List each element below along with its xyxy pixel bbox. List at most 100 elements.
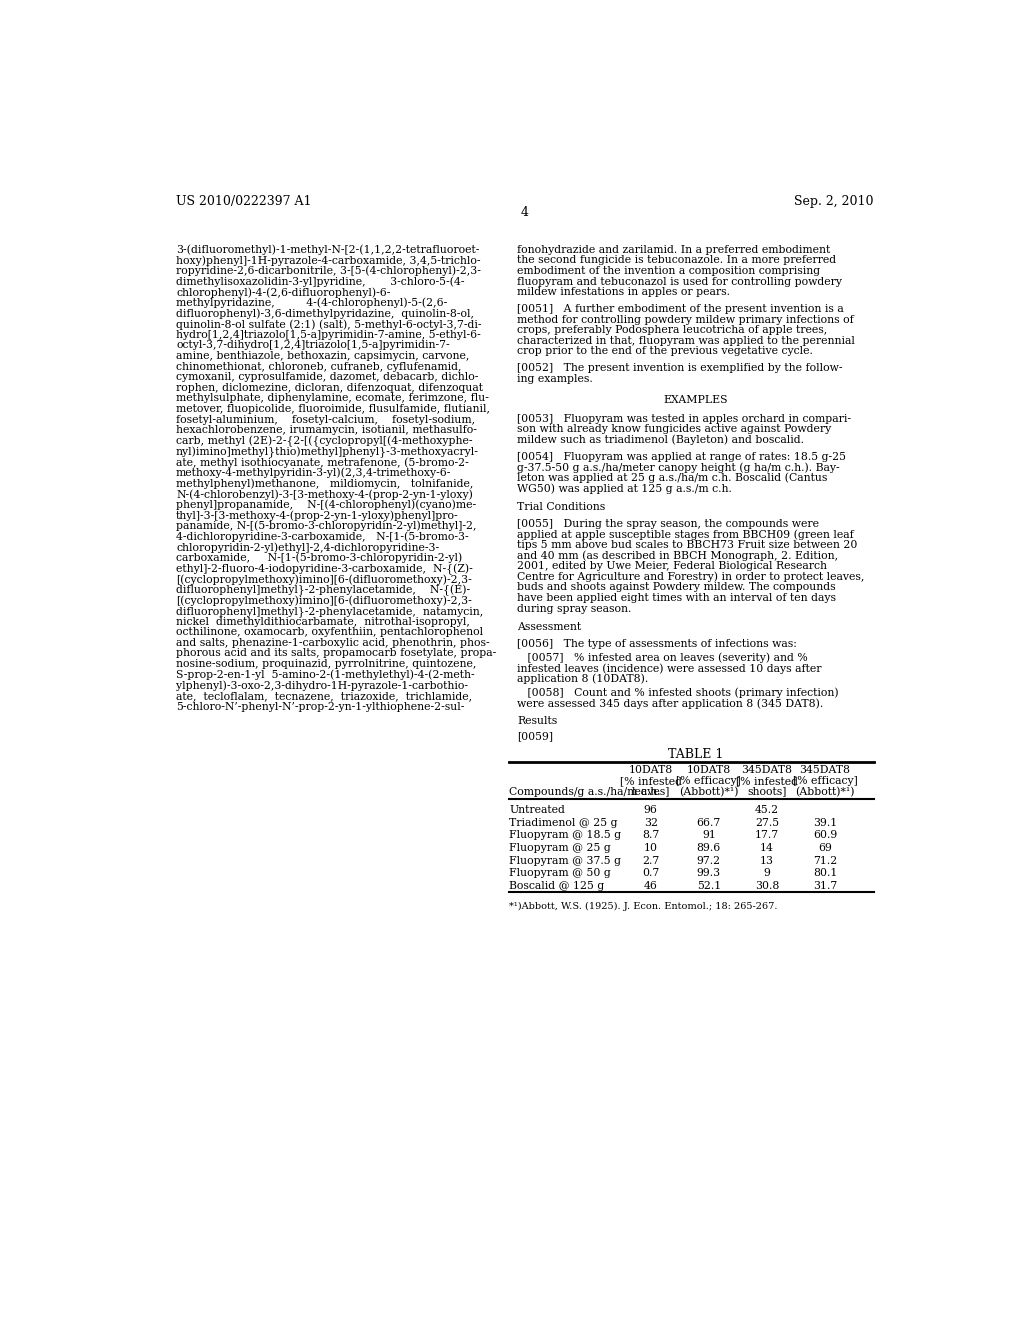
Text: nosine-sodium, proquinazid, pyrrolnitrine, quintozene,: nosine-sodium, proquinazid, pyrrolnitrin…: [176, 659, 476, 669]
Text: [0052]   The present invention is exemplified by the follow-: [0052] The present invention is exemplif…: [517, 363, 843, 374]
Text: carb, methyl (2E)-2-{2-[({cyclopropyl[(4-methoxyphe-: carb, methyl (2E)-2-{2-[({cyclopropyl[(4…: [176, 436, 472, 447]
Text: embodiment of the invention a composition comprising: embodiment of the invention a compositio…: [517, 265, 820, 276]
Text: 10DAT8: 10DAT8: [629, 766, 673, 775]
Text: methylsulphate, diphenylamine, ecomate, ferimzone, flu-: methylsulphate, diphenylamine, ecomate, …: [176, 393, 488, 404]
Text: difluorophenyl]methyl}-2-phenylacetamide,    N-{(E)-: difluorophenyl]methyl}-2-phenylacetamide…: [176, 585, 470, 597]
Text: quinolin-8-ol sulfate (2:1) (salt), 5-methyl-6-octyl-3,7-di-: quinolin-8-ol sulfate (2:1) (salt), 5-me…: [176, 319, 481, 330]
Text: and 40 mm (as described in BBCH Monograph, 2. Edition,: and 40 mm (as described in BBCH Monograp…: [517, 550, 839, 561]
Text: mildew infestations in apples or pears.: mildew infestations in apples or pears.: [517, 288, 730, 297]
Text: [0053]   Fluopyram was tested in apples orchard in compari-: [0053] Fluopyram was tested in apples or…: [517, 413, 851, 424]
Text: method for controlling powdery mildew primary infections of: method for controlling powdery mildew pr…: [517, 314, 854, 325]
Text: 97.2: 97.2: [696, 855, 721, 866]
Text: octhilinone, oxamocarb, oxyfenthiin, pentachlorophenol: octhilinone, oxamocarb, oxyfenthiin, pen…: [176, 627, 483, 638]
Text: nyl)imino]methyl}thio)methyl]phenyl}-3-methoxyacryl-: nyl)imino]methyl}thio)methyl]phenyl}-3-m…: [176, 446, 479, 458]
Text: 10DAT8: 10DAT8: [687, 766, 731, 775]
Text: 31.7: 31.7: [813, 882, 838, 891]
Text: g-37.5-50 g a.s./ha/meter canopy height (g ha/m c.h.). Bay-: g-37.5-50 g a.s./ha/meter canopy height …: [517, 462, 840, 473]
Text: [0054]   Fluopyram was applied at range of rates: 18.5 g-25: [0054] Fluopyram was applied at range of…: [517, 451, 846, 462]
Text: fonohydrazide and zarilamid. In a preferred embodiment: fonohydrazide and zarilamid. In a prefer…: [517, 244, 830, 255]
Text: phenyl]propanamide,    N-[(4-chlorophenyl)(cyano)me-: phenyl]propanamide, N-[(4-chlorophenyl)(…: [176, 500, 476, 511]
Text: 9: 9: [764, 869, 770, 878]
Text: octyl-3,7-dihydro[1,2,4]triazolo[1,5-a]pyrimidin-7-: octyl-3,7-dihydro[1,2,4]triazolo[1,5-a]p…: [176, 341, 450, 350]
Text: [% efficacy]: [% efficacy]: [677, 776, 741, 785]
Text: [% efficacy]: [% efficacy]: [793, 776, 857, 785]
Text: [0056]   The type of assessments of infections was:: [0056] The type of assessments of infect…: [517, 639, 797, 648]
Text: crops, preferably Podosphera leucotricha of apple trees,: crops, preferably Podosphera leucotricha…: [517, 325, 827, 335]
Text: hydro[1,2,4]triazolo[1,5-a]pyrimidin-7-amine, 5-ethyl-6-: hydro[1,2,4]triazolo[1,5-a]pyrimidin-7-a…: [176, 330, 481, 339]
Text: [(cyclopropylmethoxy)imino][6-(difluoromethoxy)-2,3-: [(cyclopropylmethoxy)imino][6-(difluorom…: [176, 595, 472, 606]
Text: difluorophenyl]methyl}-2-phenylacetamide,  natamycin,: difluorophenyl]methyl}-2-phenylacetamide…: [176, 606, 483, 616]
Text: EXAMPLES: EXAMPLES: [664, 395, 727, 405]
Text: son with already know fungicides active against Powdery: son with already know fungicides active …: [517, 424, 831, 434]
Text: rophen, diclomezine, dicloran, difenzoquat, difenzoquat: rophen, diclomezine, dicloran, difenzoqu…: [176, 383, 483, 393]
Text: ethyl]-2-fluoro-4-iodopyridine-3-carboxamide,  N-{(Z)-: ethyl]-2-fluoro-4-iodopyridine-3-carboxa…: [176, 564, 473, 574]
Text: methylpyridazine,         4-(4-chlorophenyl)-5-(2,6-: methylpyridazine, 4-(4-chlorophenyl)-5-(…: [176, 298, 447, 309]
Text: 13: 13: [760, 855, 774, 866]
Text: (Abbott)*¹): (Abbott)*¹): [679, 787, 738, 797]
Text: buds and shoots against Powdery mildew. The compounds: buds and shoots against Powdery mildew. …: [517, 582, 836, 593]
Text: 99.3: 99.3: [696, 869, 721, 878]
Text: [% infested: [% infested: [736, 776, 798, 785]
Text: ing examples.: ing examples.: [517, 374, 593, 384]
Text: Trial Conditions: Trial Conditions: [517, 502, 605, 512]
Text: shoots]: shoots]: [748, 787, 786, 796]
Text: Fluopyram @ 37.5 g: Fluopyram @ 37.5 g: [509, 855, 622, 866]
Text: ropyridine-2,6-dicarbonitrile, 3-[5-(4-chlorophenyl)-2,3-: ropyridine-2,6-dicarbonitrile, 3-[5-(4-c…: [176, 265, 481, 276]
Text: phorous acid and its salts, propamocarb fosetylate, propa-: phorous acid and its salts, propamocarb …: [176, 648, 497, 659]
Text: Fluopyram @ 50 g: Fluopyram @ 50 g: [509, 869, 611, 878]
Text: applied at apple susceptible stages from BBCH09 (green leaf: applied at apple susceptible stages from…: [517, 529, 854, 540]
Text: 39.1: 39.1: [813, 817, 838, 828]
Text: [0055]   During the spray season, the compounds were: [0055] During the spray season, the comp…: [517, 519, 819, 528]
Text: (Abbott)*¹): (Abbott)*¹): [796, 787, 855, 797]
Text: 32: 32: [644, 817, 657, 828]
Text: 2.7: 2.7: [642, 855, 659, 866]
Text: [0058]   Count and % infested shoots (primary infection): [0058] Count and % infested shoots (prim…: [517, 688, 839, 698]
Text: [0059]: [0059]: [517, 731, 553, 742]
Text: chloropyridin-2-yl)ethyl]-2,4-dichloropyridine-3-: chloropyridin-2-yl)ethyl]-2,4-dichloropy…: [176, 543, 439, 553]
Text: WG50) was applied at 125 g a.s./m c.h.: WG50) was applied at 125 g a.s./m c.h.: [517, 483, 732, 494]
Text: have been applied eight times with an interval of ten days: have been applied eight times with an in…: [517, 593, 836, 603]
Text: fosetyl-aluminium,    fosetyl-calcium,    fosetyl-sodium,: fosetyl-aluminium, fosetyl-calcium, fose…: [176, 414, 475, 425]
Text: leaves]: leaves]: [632, 787, 670, 796]
Text: US 2010/0222397 A1: US 2010/0222397 A1: [176, 195, 311, 209]
Text: 5-chloro-N’-phenyl-N’-prop-2-yn-1-ylthiophene-2-sul-: 5-chloro-N’-phenyl-N’-prop-2-yn-1-ylthio…: [176, 701, 465, 711]
Text: 45.2: 45.2: [755, 805, 779, 814]
Text: methylphenyl)methanone,   mildiomycin,   tolnifanide,: methylphenyl)methanone, mildiomycin, tol…: [176, 478, 473, 488]
Text: 3-(difluoromethyl)-1-methyl-N-[2-(1,1,2,2-tetrafluoroet-: 3-(difluoromethyl)-1-methyl-N-[2-(1,1,2,…: [176, 244, 479, 255]
Text: fluopyram and tebuconazol is used for controlling powdery: fluopyram and tebuconazol is used for co…: [517, 276, 842, 286]
Text: [% infested: [% infested: [620, 776, 682, 785]
Text: 345DAT8: 345DAT8: [800, 766, 851, 775]
Text: leton was applied at 25 g a.s./ha/m c.h. Boscalid (Cantus: leton was applied at 25 g a.s./ha/m c.h.…: [517, 473, 827, 483]
Text: Boscalid @ 125 g: Boscalid @ 125 g: [509, 882, 604, 891]
Text: methoxy-4-methylpyridin-3-yl)(2,3,4-trimethoxy-6-: methoxy-4-methylpyridin-3-yl)(2,3,4-trim…: [176, 467, 452, 478]
Text: during spray season.: during spray season.: [517, 603, 632, 614]
Text: infested leaves (incidence) were assessed 10 days after: infested leaves (incidence) were assesse…: [517, 663, 821, 673]
Text: 10: 10: [644, 843, 657, 853]
Text: *¹)Abbott, W.S. (1925). J. Econ. Entomol.; 18: 265-267.: *¹)Abbott, W.S. (1925). J. Econ. Entomol…: [509, 902, 778, 911]
Text: 8.7: 8.7: [642, 830, 659, 841]
Text: thyl]-3-[3-methoxy-4-(prop-2-yn-1-yloxy)phenyl]pro-: thyl]-3-[3-methoxy-4-(prop-2-yn-1-yloxy)…: [176, 511, 459, 521]
Text: the second fungicide is tebuconazole. In a more preferred: the second fungicide is tebuconazole. In…: [517, 255, 837, 265]
Text: 71.2: 71.2: [813, 855, 838, 866]
Text: 89.6: 89.6: [696, 843, 721, 853]
Text: Fluopyram @ 25 g: Fluopyram @ 25 g: [509, 843, 611, 853]
Text: Fluopyram @ 18.5 g: Fluopyram @ 18.5 g: [509, 830, 622, 841]
Text: Sep. 2, 2010: Sep. 2, 2010: [794, 195, 873, 209]
Text: and salts, phenazine-1-carboxylic acid, phenothrin, phos-: and salts, phenazine-1-carboxylic acid, …: [176, 638, 489, 648]
Text: chinomethionat, chloroneb, cufraneb, cyflufenamid,: chinomethionat, chloroneb, cufraneb, cyf…: [176, 362, 462, 371]
Text: 91: 91: [701, 830, 716, 841]
Text: hexachlorobenzene, irumamycin, isotianil, methasulfo-: hexachlorobenzene, irumamycin, isotianil…: [176, 425, 477, 436]
Text: 80.1: 80.1: [813, 869, 838, 878]
Text: Assessment: Assessment: [517, 622, 582, 632]
Text: 345DAT8: 345DAT8: [741, 766, 793, 775]
Text: cymoxanil, cyprosulfamide, dazomet, debacarb, dichlo-: cymoxanil, cyprosulfamide, dazomet, deba…: [176, 372, 478, 383]
Text: crop prior to the end of the previous vegetative cycle.: crop prior to the end of the previous ve…: [517, 346, 813, 356]
Text: 0.7: 0.7: [642, 869, 659, 878]
Text: ylphenyl)-3-oxo-2,3-dihydro-1H-pyrazole-1-carbothio-: ylphenyl)-3-oxo-2,3-dihydro-1H-pyrazole-…: [176, 680, 468, 690]
Text: application 8 (10DAT8).: application 8 (10DAT8).: [517, 673, 648, 684]
Text: 4: 4: [521, 206, 528, 219]
Text: N-(4-chlorobenzyl)-3-[3-methoxy-4-(prop-2-yn-1-yloxy): N-(4-chlorobenzyl)-3-[3-methoxy-4-(prop-…: [176, 488, 473, 499]
Text: 46: 46: [644, 882, 657, 891]
Text: mildew such as triadimenol (Bayleton) and boscalid.: mildew such as triadimenol (Bayleton) an…: [517, 434, 804, 445]
Text: Centre for Agriculture and Forestry) in order to protect leaves,: Centre for Agriculture and Forestry) in …: [517, 572, 864, 582]
